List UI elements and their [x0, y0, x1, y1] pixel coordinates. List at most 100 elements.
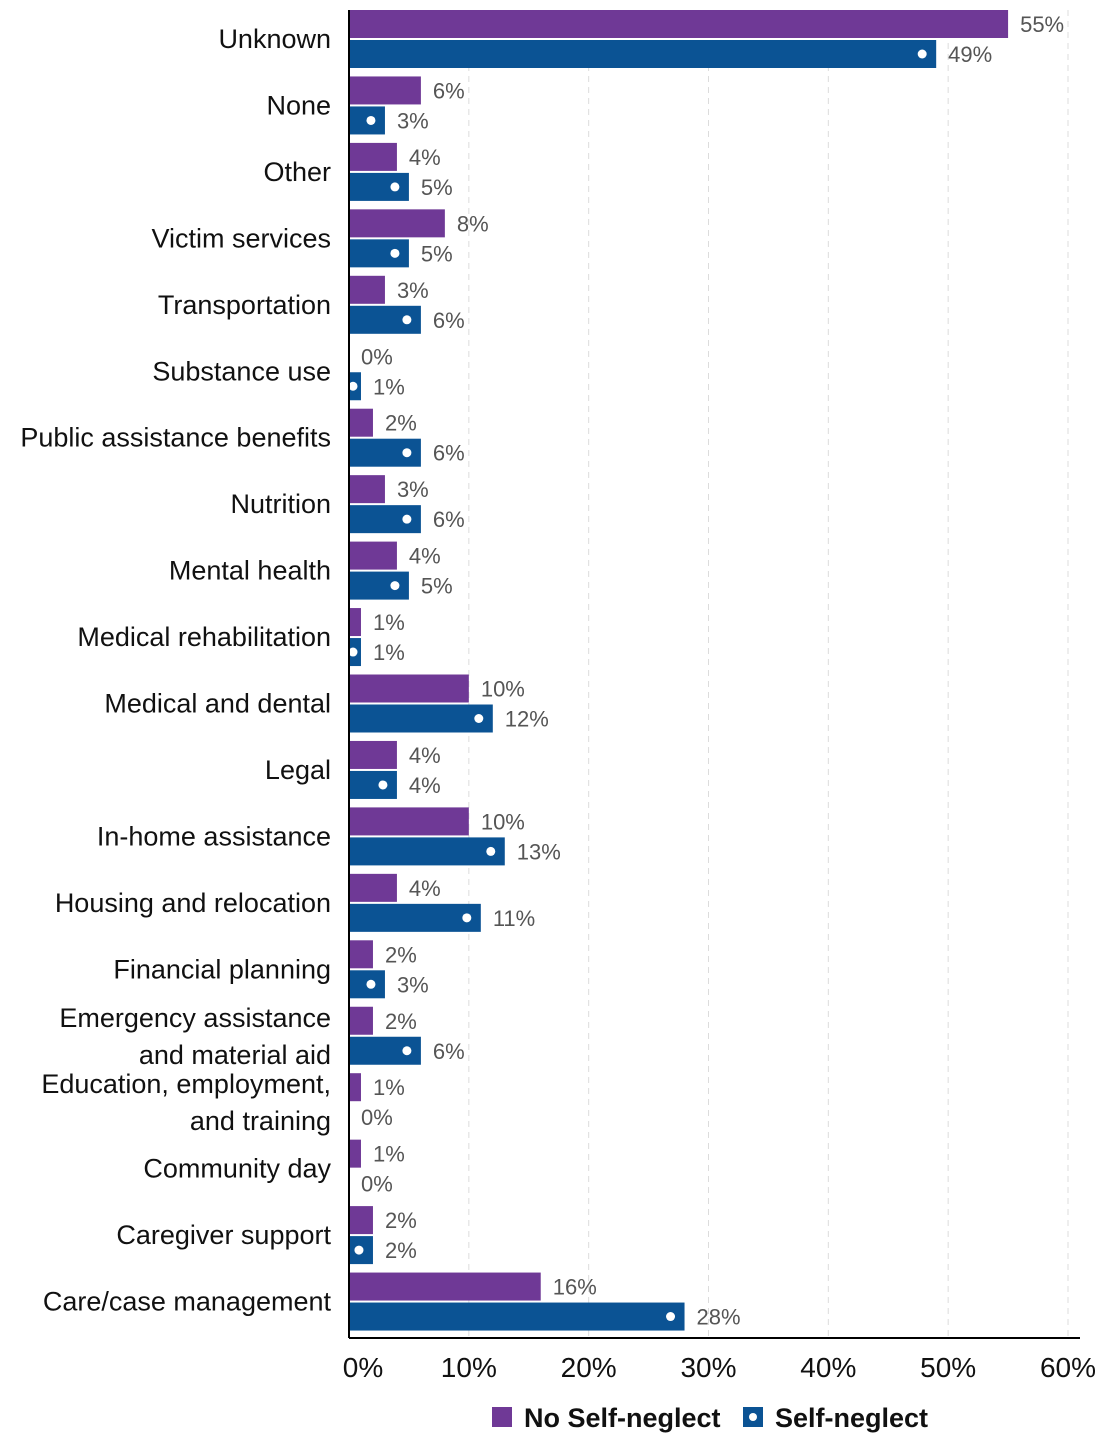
bar-marker [402, 1046, 412, 1056]
data-label: 1% [373, 640, 405, 665]
bar-no-self-neglect [349, 1272, 541, 1301]
legend-label: No Self-neglect [524, 1403, 721, 1433]
data-label: 1% [373, 1075, 405, 1100]
bar-no-self-neglect [349, 1006, 373, 1035]
data-label: 12% [505, 707, 549, 732]
bar-no-self-neglect [349, 807, 469, 836]
x-tick-label: 30% [680, 1352, 736, 1383]
data-label: 1% [373, 374, 405, 399]
bar-no-self-neglect [349, 76, 421, 105]
legend-swatch [492, 1407, 512, 1427]
category-label: Emergency assistance [59, 1003, 331, 1033]
bar-marker [354, 1245, 364, 1255]
data-label: 3% [397, 278, 429, 303]
category-label: Victim services [151, 223, 331, 253]
bar-no-self-neglect [349, 1206, 373, 1235]
legend-marker [749, 1413, 757, 1421]
bar-no-self-neglect [349, 608, 361, 637]
data-label: 3% [397, 108, 429, 133]
bar-no-self-neglect [349, 674, 469, 703]
bar-marker [390, 182, 400, 192]
data-label: 2% [385, 942, 417, 967]
data-label: 0% [361, 1105, 393, 1130]
bar-marker [366, 979, 376, 989]
x-tick-label: 40% [800, 1352, 856, 1383]
bar-no-self-neglect [349, 142, 397, 171]
data-label: 4% [409, 876, 441, 901]
bar-no-self-neglect [349, 209, 445, 238]
data-label: 6% [433, 1039, 465, 1064]
bar-marker [666, 1312, 676, 1322]
bar-marker [486, 846, 496, 856]
category-label: Education, employment, [41, 1069, 331, 1099]
category-label: Transportation [158, 290, 331, 320]
category-label: Unknown [218, 24, 331, 54]
x-tick-label: 20% [561, 1352, 617, 1383]
data-label: 4% [409, 773, 441, 798]
data-label: 28% [697, 1305, 741, 1330]
data-label: 55% [1020, 12, 1064, 37]
category-label: Mental health [169, 556, 331, 586]
data-label: 13% [517, 839, 561, 864]
data-label: 4% [409, 743, 441, 768]
bar-self-neglect [349, 1302, 685, 1331]
bar-no-self-neglect [349, 541, 397, 570]
data-label: 0% [361, 344, 393, 369]
data-label: 1% [373, 1142, 405, 1167]
category-label: Medical rehabilitation [77, 622, 331, 652]
bar-self-neglect [349, 40, 937, 68]
bar-no-self-neglect [349, 940, 373, 969]
data-label: 5% [421, 175, 453, 200]
bar-no-self-neglect [349, 10, 1009, 38]
data-label: 10% [481, 809, 525, 834]
data-label: 0% [361, 1172, 393, 1197]
bar-no-self-neglect [349, 475, 385, 504]
category-label: and material aid [139, 1040, 331, 1070]
bar-self-neglect [349, 837, 505, 866]
bar-marker [474, 714, 484, 723]
bar-self-neglect [349, 704, 493, 733]
bar-marker [402, 514, 412, 524]
category-label: In-home assistance [97, 821, 331, 851]
bar-marker [366, 115, 376, 125]
bar-marker [917, 49, 927, 59]
data-label: 5% [421, 574, 453, 599]
x-tick-label: 10% [441, 1352, 497, 1383]
data-label: 2% [385, 1009, 417, 1034]
bar-no-self-neglect [349, 1139, 361, 1168]
data-label: 16% [553, 1275, 597, 1300]
category-label: Housing and relocation [55, 888, 331, 918]
bar-marker [402, 448, 412, 458]
category-label: Medical and dental [104, 689, 331, 719]
data-label: 10% [481, 677, 525, 702]
category-label: Financial planning [113, 954, 331, 984]
data-label: 1% [373, 610, 405, 635]
data-label: 2% [385, 411, 417, 436]
bar-self-neglect [349, 172, 409, 201]
data-label: 6% [433, 308, 465, 333]
data-label: 4% [409, 145, 441, 170]
data-label: 6% [433, 441, 465, 466]
bar-marker [390, 248, 400, 258]
bar-no-self-neglect [349, 275, 385, 304]
bar-marker [402, 315, 412, 325]
data-label: 3% [397, 477, 429, 502]
bar-marker [348, 647, 358, 657]
x-tick-label: 60% [1040, 1352, 1096, 1383]
category-label: and training [190, 1106, 331, 1136]
bar-no-self-neglect [349, 1073, 361, 1102]
legend-label: Self-neglect [775, 1403, 928, 1433]
data-label: 6% [433, 507, 465, 532]
x-tick-label: 50% [920, 1352, 976, 1383]
data-label: 49% [948, 42, 992, 67]
category-label: Caregiver support [116, 1220, 331, 1250]
data-label: 6% [433, 78, 465, 103]
category-label: Public assistance benefits [20, 423, 331, 453]
category-label: Other [263, 157, 331, 187]
bar-no-self-neglect [349, 740, 397, 769]
bar-marker [462, 913, 472, 923]
bar-self-neglect [349, 571, 409, 600]
data-label: 5% [421, 241, 453, 266]
